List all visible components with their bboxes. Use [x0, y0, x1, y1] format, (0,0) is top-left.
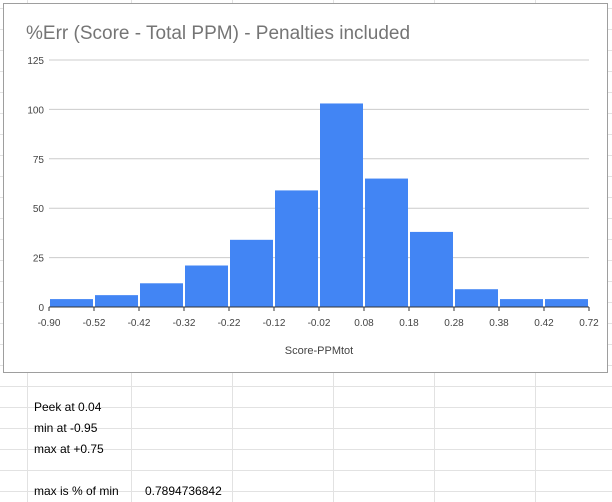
cell-min-note[interactable]: min at -0.95 — [34, 421, 98, 435]
chart-title: %Err (Score - Total PPM) - Penalties inc… — [26, 23, 410, 44]
y-tick-label: 25 — [33, 254, 45, 265]
histogram-bar — [410, 231, 453, 307]
x-tick-label: 0.18 — [399, 318, 419, 329]
histogram-bar — [50, 299, 93, 307]
x-tick-label: -0.12 — [263, 318, 286, 329]
x-tick-label: -0.90 — [38, 318, 61, 329]
histogram-bar — [95, 295, 138, 307]
histogram-bar — [230, 239, 273, 307]
x-tick-label: 0.38 — [489, 318, 509, 329]
x-tick-label: 0.08 — [354, 318, 374, 329]
cell-ratio-label[interactable]: max is % of min — [34, 484, 119, 498]
x-tick-label: -0.32 — [173, 318, 196, 329]
histogram-bar — [500, 299, 543, 307]
histogram-bar — [545, 299, 588, 307]
y-tick-label: 0 — [38, 303, 44, 314]
x-tick-label: 0.42 — [534, 318, 554, 329]
chart-card[interactable]: %Err (Score - Total PPM) - Penalties inc… — [3, 3, 608, 373]
cell-peek-note[interactable]: Peek at 0.04 — [34, 400, 102, 414]
x-tick-label: -0.52 — [83, 318, 106, 329]
x-tick-label: 0.28 — [444, 318, 464, 329]
x-tick-label: -0.02 — [308, 318, 331, 329]
y-tick-label: 100 — [27, 105, 44, 116]
x-tick-label: -0.22 — [218, 318, 241, 329]
histogram-bar — [185, 265, 228, 307]
y-tick-label: 75 — [33, 155, 45, 166]
cell-max-note[interactable]: max at +0.75 — [34, 442, 104, 456]
x-tick-label: 0.72 — [579, 318, 599, 329]
cell-ratio-value[interactable]: 0.7894736842 — [145, 484, 222, 498]
histogram-bar — [140, 283, 183, 307]
histogram-bar — [455, 289, 498, 307]
x-tick-label: -0.42 — [128, 318, 151, 329]
histogram-bar — [320, 103, 363, 307]
y-tick-label: 125 — [27, 56, 44, 67]
histogram-bar — [365, 178, 408, 307]
histogram-bar — [275, 190, 318, 307]
histogram-chart: %Err (Score - Total PPM) - Penalties inc… — [26, 23, 599, 357]
y-tick-label: 50 — [33, 204, 45, 215]
x-axis-title: Score-PPMtot — [285, 345, 353, 357]
